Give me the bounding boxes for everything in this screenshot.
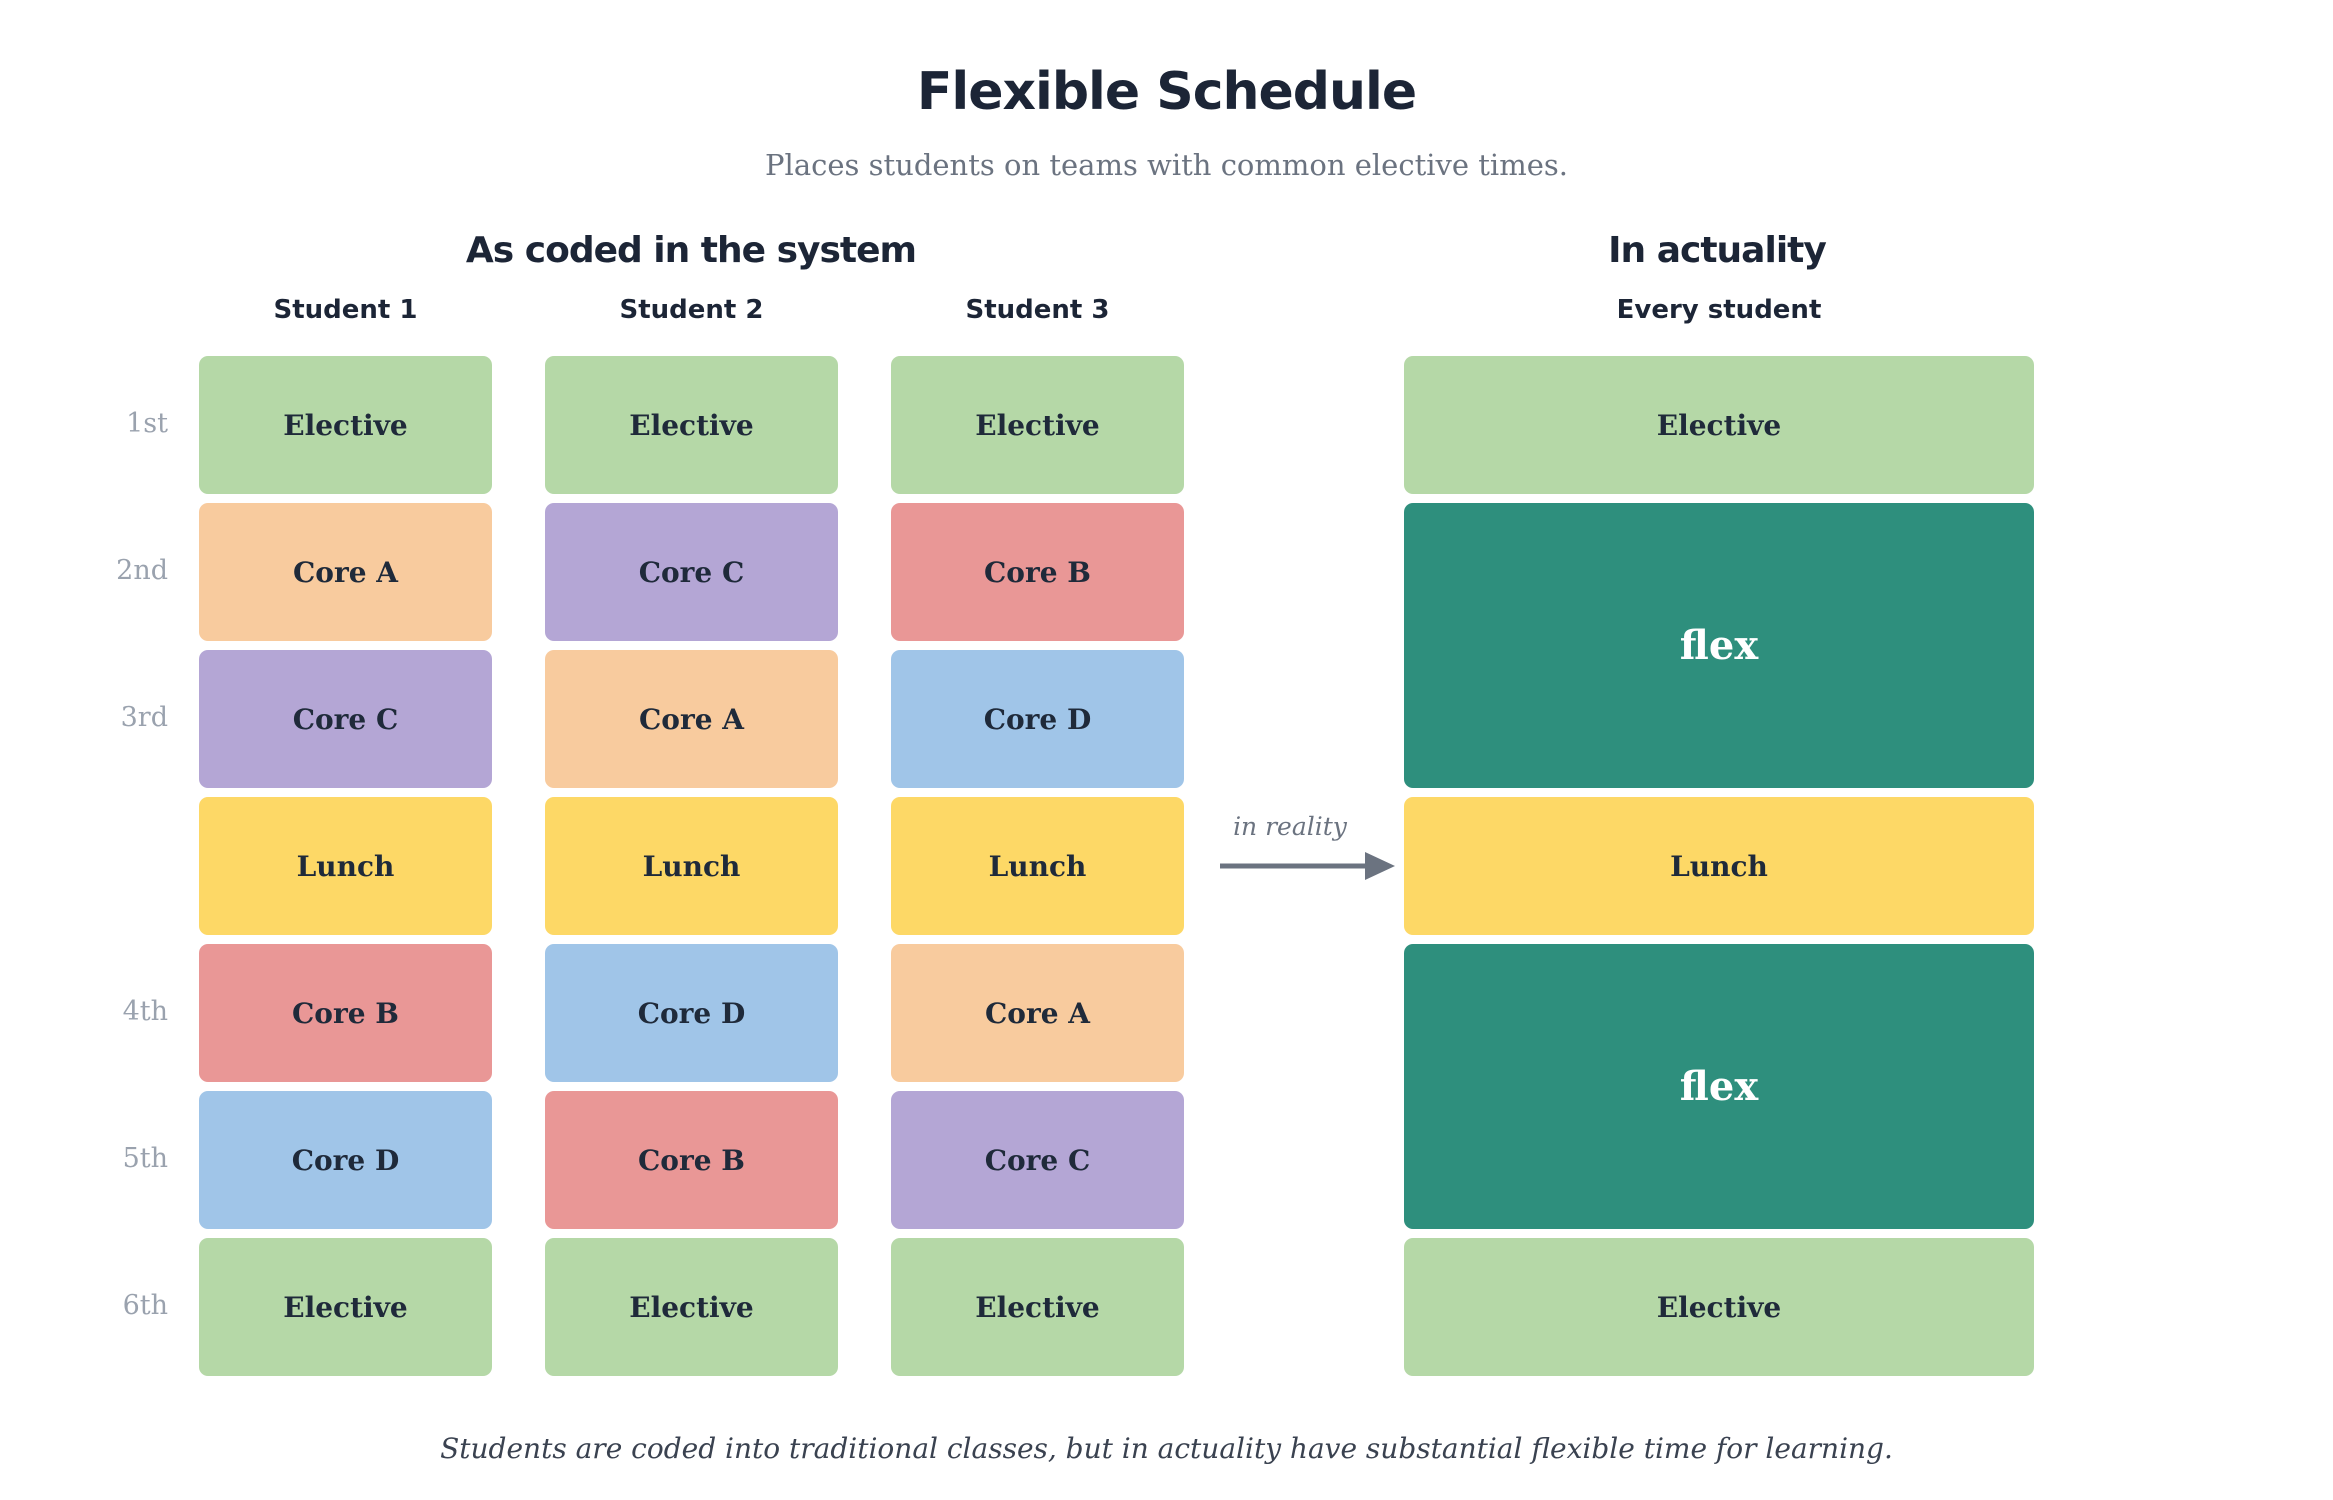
actuality-block-flex: flex bbox=[1404, 503, 2034, 788]
arrow-label: in reality bbox=[1233, 812, 1347, 841]
student-3-block-lunch: Lunch bbox=[891, 797, 1184, 935]
period-label-4th: 4th bbox=[122, 996, 168, 1027]
student-1-block-core-b: Core B bbox=[199, 944, 492, 1082]
student-2-block-lunch: Lunch bbox=[545, 797, 838, 935]
student-1-block-core-c: Core C bbox=[199, 650, 492, 788]
actuality-block-lunch: Lunch bbox=[1404, 797, 2034, 935]
student-3-header: Student 3 bbox=[965, 295, 1110, 325]
student-1-block-elective: Elective bbox=[199, 1238, 492, 1376]
left-section-title: As coded in the system bbox=[465, 230, 917, 271]
student-3-block-core-a: Core A bbox=[891, 944, 1184, 1082]
student-1-header: Student 1 bbox=[273, 295, 418, 325]
footer-caption: Students are coded into traditional clas… bbox=[440, 1432, 1893, 1465]
student-2-block-core-c: Core C bbox=[545, 503, 838, 641]
period-label-1st: 1st bbox=[126, 408, 168, 439]
student-3-block-elective: Elective bbox=[891, 1238, 1184, 1376]
every-student-header: Every student bbox=[1616, 295, 1822, 325]
student-2-block-core-d: Core D bbox=[545, 944, 838, 1082]
page-subtitle: Places students on teams with common ele… bbox=[765, 148, 1568, 182]
actuality-block-elective: Elective bbox=[1404, 356, 2034, 494]
student-1-block-core-d: Core D bbox=[199, 1091, 492, 1229]
period-label-3rd: 3rd bbox=[120, 702, 168, 733]
student-3-block-elective: Elective bbox=[891, 356, 1184, 494]
period-label-2nd: 2nd bbox=[116, 555, 168, 586]
student-1-block-elective: Elective bbox=[199, 356, 492, 494]
right-arrow-icon bbox=[1220, 852, 1395, 880]
right-section-title: In actuality bbox=[1608, 230, 1827, 271]
student-2-block-core-a: Core A bbox=[545, 650, 838, 788]
page-title: Flexible Schedule bbox=[916, 62, 1417, 122]
student-2-block-core-b: Core B bbox=[545, 1091, 838, 1229]
student-2-block-elective: Elective bbox=[545, 1238, 838, 1376]
actuality-block-elective: Elective bbox=[1404, 1238, 2034, 1376]
student-2-block-elective: Elective bbox=[545, 356, 838, 494]
student-1-block-core-a: Core A bbox=[199, 503, 492, 641]
actuality-block-flex: flex bbox=[1404, 944, 2034, 1229]
period-label-5th: 5th bbox=[122, 1143, 168, 1174]
student-3-block-core-c: Core C bbox=[891, 1091, 1184, 1229]
student-3-block-core-b: Core B bbox=[891, 503, 1184, 641]
student-2-header: Student 2 bbox=[619, 295, 764, 325]
student-3-block-core-d: Core D bbox=[891, 650, 1184, 788]
period-label-6th: 6th bbox=[122, 1290, 168, 1321]
student-1-block-lunch: Lunch bbox=[199, 797, 492, 935]
